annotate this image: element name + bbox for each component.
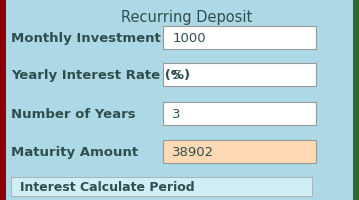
FancyBboxPatch shape bbox=[11, 177, 312, 196]
Text: Interest Calculate Period: Interest Calculate Period bbox=[20, 180, 194, 193]
Text: Maturity Amount: Maturity Amount bbox=[11, 145, 138, 158]
FancyBboxPatch shape bbox=[163, 64, 316, 87]
Text: Number of Years: Number of Years bbox=[11, 107, 135, 120]
FancyBboxPatch shape bbox=[163, 140, 316, 163]
Text: 3: 3 bbox=[172, 107, 181, 120]
Text: Yearly Interest Rate (%): Yearly Interest Rate (%) bbox=[11, 69, 190, 82]
FancyBboxPatch shape bbox=[163, 27, 316, 50]
Text: 5: 5 bbox=[172, 69, 181, 82]
FancyBboxPatch shape bbox=[163, 102, 316, 125]
Text: 38902: 38902 bbox=[172, 145, 214, 158]
Text: Monthly Investment: Monthly Investment bbox=[11, 32, 160, 45]
Text: 1000: 1000 bbox=[172, 32, 206, 45]
Text: Recurring Deposit: Recurring Deposit bbox=[121, 10, 252, 25]
